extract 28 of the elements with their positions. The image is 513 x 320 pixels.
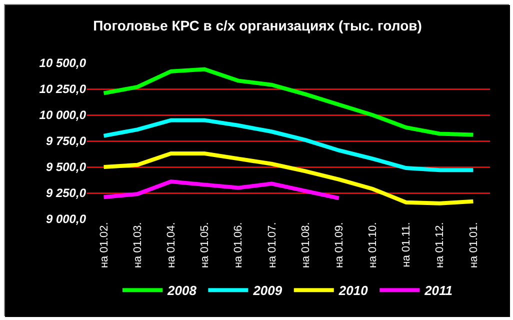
y-tick-label: 9 250,0 [46, 186, 86, 200]
x-tick-label: на 01.06. [232, 222, 245, 268]
x-tick-label: на 01.07. [266, 222, 278, 268]
legend-label: 2008 [166, 283, 198, 298]
y-tick-label: 9 750,0 [46, 134, 86, 148]
y-tick-label: 9 000,0 [46, 212, 86, 226]
x-tick-label: на 01.04. [166, 222, 178, 268]
legend-label: 2011 [424, 283, 453, 298]
y-tick-label: 9 500,0 [46, 160, 86, 174]
chart-title: Поголовье КРС в с/х организациях (тыс. голов) [93, 17, 422, 34]
x-tick-label: на 01.11. [400, 222, 413, 268]
x-tick-label: на 01.05. [199, 222, 212, 268]
x-tick-label: на 01.01. [468, 222, 480, 268]
line-series [102, 151, 476, 206]
line-series [102, 180, 341, 200]
legend-label: 2009 [252, 283, 283, 298]
line-series [102, 118, 476, 172]
x-tick-label: на 01.02. [98, 222, 110, 268]
x-tick-label: на 01.10. [367, 222, 380, 268]
x-tick-label: на 01.12. [434, 222, 446, 268]
y-tick-label: 10 250,0 [39, 82, 86, 96]
y-tick-label: 10 500,0 [39, 56, 86, 70]
legend-label: 2010 [338, 283, 369, 298]
x-tick-label: на 01.08. [300, 222, 312, 268]
x-tick-label: на 01.09. [333, 222, 346, 268]
x-tick-label: на 01.03. [132, 222, 144, 268]
y-tick-label: 10 000,0 [39, 108, 86, 122]
line-series [102, 67, 476, 137]
